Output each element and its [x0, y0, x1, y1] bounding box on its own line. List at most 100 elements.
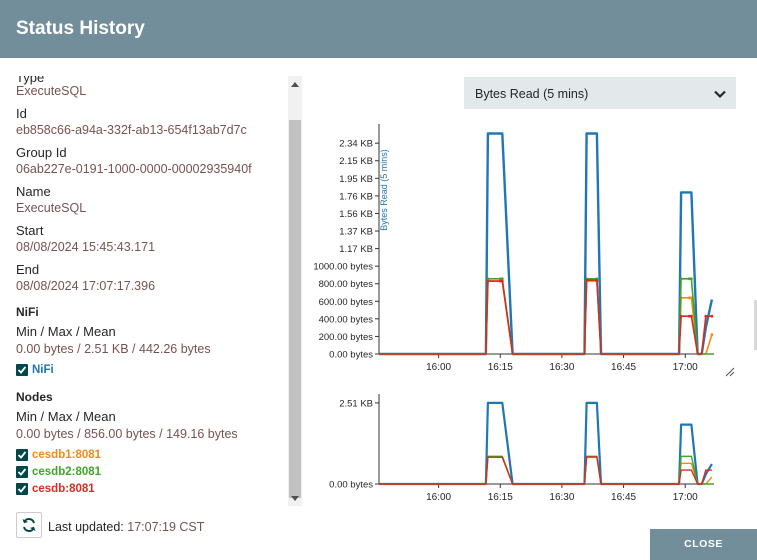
data-point	[710, 314, 714, 318]
details-scrollbar[interactable]	[288, 76, 302, 506]
node-checkbox-cesdb[interactable]	[16, 483, 28, 495]
x-tick-label: 16:45	[611, 492, 636, 502]
nifi-checkbox-label[interactable]: NiFi	[32, 364, 54, 376]
x-tick-label: 16:15	[488, 492, 513, 502]
x-tick-label: 16:30	[549, 362, 574, 373]
data-point	[704, 314, 708, 318]
y-tick-label: 1.95 KB	[339, 174, 373, 185]
y-tick-label: 1.17 KB	[339, 244, 373, 255]
series-line-cesdb1-8081	[379, 280, 713, 355]
y-tick-label: 2.51 KB	[339, 398, 373, 409]
node-checkbox-cesdb2[interactable]	[16, 466, 28, 478]
x-tick-label: 16:00	[426, 492, 451, 502]
dialog-edge	[754, 300, 757, 350]
data-point	[690, 277, 693, 281]
nifi-min-max-mean-label: Min / Max / Mean	[16, 324, 116, 339]
overview-chart[interactable]: 0.00 bytes 2.51 KB 16:00 16:15 16:30 16:45 17:…	[329, 394, 714, 502]
data-point	[679, 314, 683, 318]
y-tick-label: 2.15 KB	[339, 156, 373, 167]
last-updated-time: 17:07:19 CST	[127, 520, 205, 534]
id-value: eb858c66-a94a-332f-ab13-654f13ab7d7c	[16, 123, 247, 137]
data-point	[687, 296, 691, 300]
data-point	[690, 314, 693, 318]
x-tick-label: 16:15	[488, 362, 513, 373]
metric-select-value: Bytes Read (5 mins)	[475, 87, 589, 101]
y-tick-label: 2.34 KB	[339, 139, 373, 150]
y-tick-label: 1.56 KB	[339, 209, 373, 220]
x-tick-label: 16:45	[611, 362, 636, 373]
series-line-cesdb-8081	[379, 279, 712, 355]
nodes-min-max-mean-label: Min / Max / Mean	[16, 409, 116, 424]
main-chart[interactable]: 0.00 bytes 200.00 bytes 400.00 bytes 600.00…	[313, 124, 714, 373]
last-updated-label: Last updated:	[48, 520, 124, 534]
last-updated: Last updated: 17:07:19 CST	[48, 520, 204, 534]
name-value: ExecuteSQL	[16, 201, 87, 215]
nodes-min-max-mean-value: 0.00 bytes / 856.00 bytes / 149.16 bytes	[16, 427, 238, 441]
x-tick-label: 16:00	[426, 362, 451, 373]
node-label-cesdb1[interactable]: cesdb1:8081	[32, 449, 102, 461]
id-label: Id	[16, 106, 27, 121]
y-tick-label: 200.00 bytes	[319, 332, 374, 343]
scroll-down-arrow-icon[interactable]	[291, 496, 299, 501]
data-point	[595, 278, 599, 282]
nifi-checkbox[interactable]	[16, 364, 28, 376]
y-tick-label: 0.00 bytes	[329, 350, 373, 361]
y-tick-label: 800.00 bytes	[319, 279, 374, 290]
data-point	[687, 277, 691, 281]
data-point	[498, 279, 502, 283]
details-panel[interactable]: Type ExecuteSQL Id eb858c66-a94a-332f-ab…	[0, 76, 288, 508]
y-tick-label: 1.76 KB	[339, 191, 373, 202]
series-line-cesdb-8081	[379, 456, 712, 485]
type-value: ExecuteSQL	[16, 84, 87, 98]
name-label: Name	[16, 184, 51, 199]
resize-handle-icon[interactable]	[724, 366, 736, 378]
chevron-down-icon	[714, 90, 726, 99]
series-line-cesdb1-8081	[379, 456, 713, 485]
end-value: 08/08/2024 17:07:17.396	[16, 279, 156, 293]
data-point	[690, 296, 693, 300]
data-point	[500, 279, 504, 283]
metric-select[interactable]: Bytes Read (5 mins)	[464, 77, 736, 109]
end-label: End	[16, 262, 40, 277]
data-point	[585, 278, 588, 282]
series-line-nifi	[379, 132, 714, 356]
y-tick-label: 1000.00 bytes	[313, 262, 373, 273]
x-tick-label: 17:00	[673, 492, 698, 502]
close-button[interactable]: CLOSE	[650, 529, 757, 560]
x-tick-label: 17:00	[673, 362, 698, 373]
scroll-up-arrow-icon[interactable]	[291, 82, 299, 87]
scrollbar-thumb[interactable]	[289, 120, 301, 498]
y-axis-title: Bytes Read (5 mins)	[379, 149, 389, 231]
group-id-label: Group Id	[16, 145, 67, 160]
data-point	[498, 277, 502, 281]
x-tick-label: 16:30	[549, 492, 574, 502]
start-value: 08/08/2024 15:45:43.171	[16, 240, 156, 254]
type-label: Type	[16, 76, 45, 85]
node-checkbox-cesdb1[interactable]	[16, 449, 28, 461]
node-label-cesdb2[interactable]: cesdb2:8081	[32, 466, 102, 478]
nifi-min-max-mean-value: 0.00 bytes / 2.51 KB / 442.26 bytes	[16, 342, 211, 356]
series-line-nifi	[379, 401, 713, 486]
data-point	[486, 277, 490, 281]
dialog-title: Status History	[16, 18, 145, 39]
y-tick-label: 1.37 KB	[339, 227, 373, 238]
refresh-icon	[22, 517, 36, 533]
status-history-charts[interactable]: 0.00 bytes 200.00 bytes 400.00 bytes 600.00…	[300, 110, 754, 502]
refresh-button[interactable]	[16, 512, 42, 538]
data-point	[500, 277, 504, 281]
node-label-cesdb[interactable]: cesdb:8081	[32, 483, 95, 495]
data-point	[486, 279, 490, 283]
series-line-cesdb2-8081	[379, 278, 712, 355]
y-tick-label: 400.00 bytes	[319, 314, 374, 325]
y-tick-label: 0.00 bytes	[329, 480, 373, 491]
start-label: Start	[16, 223, 44, 238]
series-line-cesdb2-8081	[379, 455, 712, 485]
y-tick-label: 600.00 bytes	[319, 297, 374, 308]
dialog-header: Status History	[0, 0, 757, 58]
nifi-section-title: NiFi	[16, 305, 39, 319]
data-point	[710, 333, 714, 337]
group-id-value: 06ab227e-0191-1000-0000-00002935940f	[16, 162, 252, 176]
nodes-section-title: Nodes	[16, 390, 53, 404]
data-point	[679, 277, 683, 281]
